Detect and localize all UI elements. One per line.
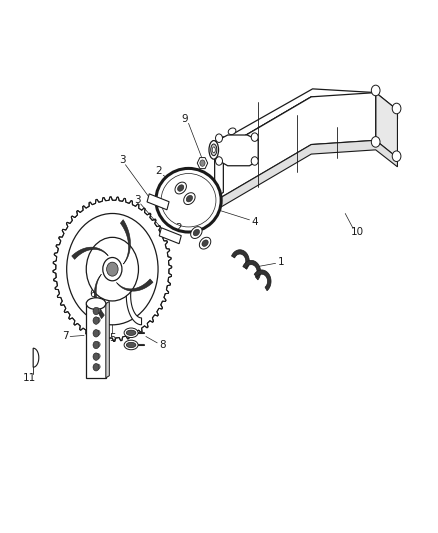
Polygon shape (219, 93, 376, 199)
Polygon shape (53, 197, 172, 342)
Polygon shape (232, 250, 249, 269)
Text: 7: 7 (63, 332, 69, 342)
Circle shape (96, 342, 100, 347)
Circle shape (392, 103, 401, 114)
Polygon shape (197, 158, 208, 168)
Text: 2: 2 (155, 166, 162, 176)
Ellipse shape (126, 342, 136, 348)
Polygon shape (72, 247, 108, 260)
Text: 8: 8 (159, 340, 166, 350)
Text: 6: 6 (89, 289, 96, 299)
Circle shape (96, 353, 100, 359)
Polygon shape (199, 237, 211, 249)
Circle shape (215, 134, 223, 142)
Circle shape (200, 160, 205, 166)
Circle shape (96, 317, 100, 322)
Ellipse shape (186, 196, 193, 202)
Circle shape (392, 151, 401, 161)
Ellipse shape (202, 240, 208, 246)
Text: 10: 10 (351, 227, 364, 237)
Polygon shape (159, 228, 181, 244)
Ellipse shape (209, 141, 219, 159)
Text: 2: 2 (176, 223, 182, 233)
Text: 11: 11 (23, 373, 36, 383)
Circle shape (86, 237, 138, 301)
Polygon shape (376, 93, 397, 158)
Polygon shape (215, 135, 258, 166)
Circle shape (251, 133, 258, 141)
Circle shape (96, 330, 100, 335)
Circle shape (251, 157, 258, 165)
Polygon shape (254, 270, 271, 290)
Circle shape (371, 136, 380, 147)
Text: 3: 3 (134, 195, 141, 205)
Polygon shape (215, 136, 223, 199)
Ellipse shape (228, 128, 236, 135)
Circle shape (93, 308, 99, 315)
Polygon shape (219, 140, 397, 208)
Polygon shape (120, 220, 131, 264)
Text: 9: 9 (182, 114, 188, 124)
Ellipse shape (177, 185, 184, 191)
Ellipse shape (124, 340, 138, 350)
Circle shape (67, 214, 158, 325)
Circle shape (93, 364, 99, 371)
Text: 3: 3 (119, 156, 126, 165)
Ellipse shape (86, 298, 106, 310)
Polygon shape (147, 194, 169, 210)
Ellipse shape (161, 174, 216, 227)
Ellipse shape (126, 330, 136, 335)
Circle shape (93, 353, 99, 360)
Circle shape (93, 341, 99, 349)
Circle shape (106, 262, 118, 276)
Polygon shape (33, 348, 39, 367)
Text: 5: 5 (109, 333, 116, 343)
Circle shape (96, 308, 100, 313)
Polygon shape (86, 304, 106, 378)
Polygon shape (243, 260, 261, 280)
Polygon shape (219, 89, 397, 151)
Circle shape (93, 329, 99, 337)
Ellipse shape (193, 229, 199, 236)
Ellipse shape (211, 144, 217, 156)
Polygon shape (219, 97, 311, 160)
Circle shape (215, 157, 223, 165)
Circle shape (103, 257, 122, 281)
Ellipse shape (124, 328, 138, 337)
Circle shape (96, 364, 100, 369)
Ellipse shape (212, 147, 215, 153)
Polygon shape (191, 227, 202, 238)
Polygon shape (126, 279, 141, 325)
Text: 1: 1 (278, 257, 285, 267)
Text: 4: 4 (251, 217, 258, 227)
Polygon shape (184, 193, 195, 205)
Polygon shape (94, 274, 104, 319)
Polygon shape (175, 182, 187, 194)
Polygon shape (106, 302, 110, 378)
Ellipse shape (156, 168, 221, 232)
Polygon shape (117, 279, 153, 291)
Circle shape (93, 317, 99, 324)
Circle shape (371, 85, 380, 96)
